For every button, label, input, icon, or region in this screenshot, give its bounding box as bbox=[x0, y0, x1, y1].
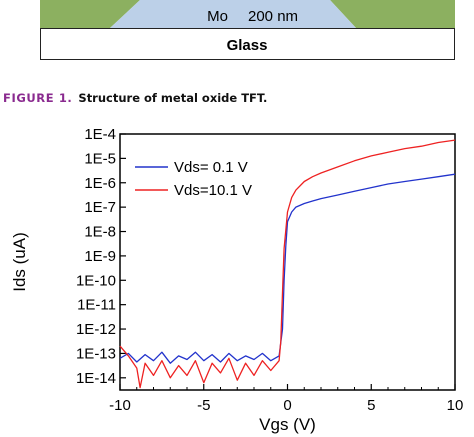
y-tick-label: 1E-5 bbox=[84, 150, 116, 167]
y-tick-label: 1E-13 bbox=[76, 345, 116, 362]
mo-gate-layer bbox=[110, 0, 356, 28]
y-tick-label: 1E-6 bbox=[84, 175, 116, 192]
y-tick-label: 1E-9 bbox=[84, 248, 116, 265]
green-layer-right bbox=[330, 0, 455, 28]
y-tick-label: 1E-12 bbox=[76, 321, 116, 338]
x-tick-label: 10 bbox=[447, 397, 464, 414]
plot-frame bbox=[119, 133, 456, 391]
y-tick-label: 1E-11 bbox=[77, 297, 116, 314]
chart-series bbox=[119, 139, 456, 389]
transfer-curve-chart: -10 -5 0 5 10 1E-4 1E-5 1E-6 1E-7 1E-8 1E-9 1E-10 1E… bbox=[10, 126, 463, 434]
mo-label: Mo bbox=[207, 8, 228, 25]
x-tick-label: 5 bbox=[367, 397, 375, 414]
y-tick-label: 1E-7 bbox=[84, 199, 116, 216]
chart-legend: Vds= 0.1 V Vds=10.1 V bbox=[135, 159, 252, 199]
y-tick-label: 1E-14 bbox=[76, 370, 116, 387]
chart-axes: -10 -5 0 5 10 1E-4 1E-5 1E-6 1E-7 1E-8 1E-9 1E-10 1E… bbox=[10, 126, 463, 434]
series-line-2 bbox=[119, 139, 456, 389]
x-tick-label: 0 bbox=[283, 397, 291, 414]
y-tick-label: 1E-4 bbox=[84, 126, 116, 143]
mo-thickness-label: 200 nm bbox=[248, 8, 298, 25]
figure-caption-text: Structure of metal oxide TFT. bbox=[78, 91, 268, 105]
x-axis-title: Vgs (V) bbox=[259, 415, 316, 434]
glass-label: Glass bbox=[227, 37, 268, 54]
legend-label-2: Vds=10.1 V bbox=[174, 182, 252, 199]
series-line-1 bbox=[119, 173, 456, 364]
y-tick-label: 1E-10 bbox=[76, 272, 116, 289]
figure-caption: FIGURE 1. Structure of metal oxide TFT. bbox=[3, 91, 267, 105]
x-tick-label: -5 bbox=[197, 397, 210, 414]
green-layer-left bbox=[40, 0, 140, 28]
legend-label-1: Vds= 0.1 V bbox=[174, 159, 248, 176]
figure-caption-label: FIGURE 1. bbox=[3, 91, 73, 105]
tft-structure-diagram: Mo 200 nm Glass bbox=[40, 0, 455, 60]
glass-substrate bbox=[40, 28, 455, 60]
y-axis-title: Ids (uA) bbox=[10, 232, 29, 292]
y-tick-label: 1E-8 bbox=[84, 224, 116, 241]
x-tick-label: -10 bbox=[109, 397, 131, 414]
